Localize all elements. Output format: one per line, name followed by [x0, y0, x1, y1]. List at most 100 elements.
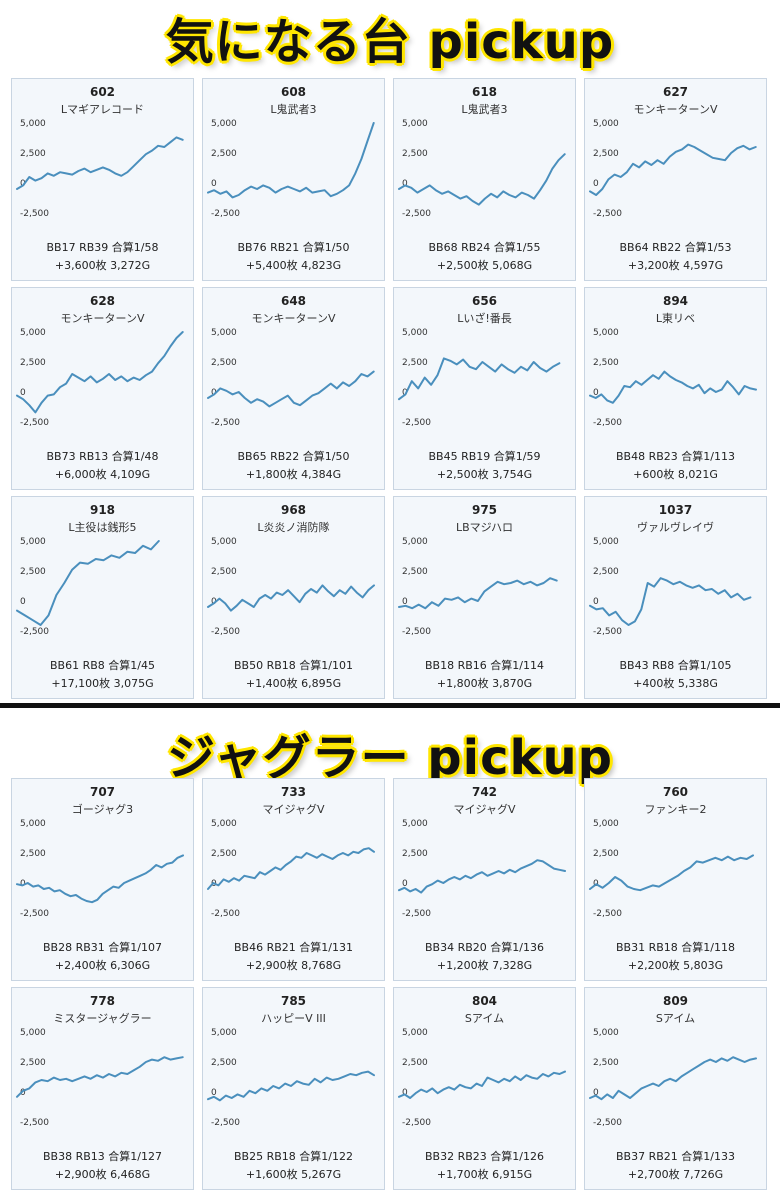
machine-card: 608 L鬼武者3 5,000 2,500 0 -2,500 BB76 RB21 合算1/5… [202, 78, 385, 281]
y-tick-label: 0 [593, 179, 599, 189]
difference-games: +1,200枚 7,328G [436, 959, 533, 972]
y-tick-label: 2,500 [211, 1058, 237, 1068]
machine-number: 760 [662, 785, 689, 799]
machine-name: L主役は銭形5 [68, 521, 137, 534]
machine-number: 707 [89, 785, 116, 799]
difference-games: +400枚 5,338G [633, 677, 718, 690]
slump-chart: 5,000 2,500 0 -2,500 [398, 119, 566, 219]
y-tick-label: 0 [402, 597, 408, 607]
machine-number: 618 [471, 85, 498, 99]
machine-card: 733 マイジャグV 5,000 2,500 0 -2,500 BB46 RB21 合算1/… [202, 778, 385, 981]
slump-chart: 5,000 2,500 0 -2,500 [16, 537, 160, 637]
bonus-stats: BB32 RB23 合算1/126 [425, 1150, 544, 1163]
machine-name: L炎炎ノ消防隊 [257, 521, 330, 534]
difference-games: +1,700枚 6,915G [436, 1168, 533, 1181]
slump-chart: 5,000 2,500 0 -2,500 [16, 1028, 184, 1128]
slump-chart: 5,000 2,500 0 -2,500 [16, 328, 184, 428]
y-tick-label: 2,500 [402, 567, 428, 577]
machine-number: 968 [280, 503, 307, 517]
bonus-stats: BB18 RB16 合算1/114 [425, 659, 544, 672]
machine-number: 608 [280, 85, 307, 99]
y-tick-label: 5,000 [20, 328, 46, 338]
y-tick-label: 5,000 [211, 1028, 237, 1038]
y-tick-label: -2,500 [20, 1118, 49, 1128]
y-tick-label: 5,000 [402, 119, 428, 129]
y-tick-label: 5,000 [593, 537, 619, 547]
y-tick-label: -2,500 [20, 209, 49, 219]
y-tick-label: 2,500 [20, 567, 46, 577]
machine-number: 918 [89, 503, 116, 517]
machine-name: ファンキー2 [644, 803, 707, 816]
slump-line [16, 854, 184, 904]
slump-line [207, 370, 375, 408]
machine-name: モンキーターンV [60, 312, 145, 325]
bonus-stats: BB34 RB20 合算1/136 [425, 941, 544, 954]
machine-card: 760 ファンキー2 5,000 2,500 0 -2,500 BB31 RB18 合算1/… [584, 778, 767, 981]
slump-chart: 5,000 2,500 0 -2,500 [16, 819, 184, 919]
y-tick-label: 0 [20, 388, 26, 398]
slump-chart: 5,000 2,500 0 -2,500 [207, 1028, 375, 1128]
bonus-stats: BB50 RB18 合算1/101 [234, 659, 353, 672]
machine-card: 1037 ヴァルヴレイヴ 5,000 2,500 0 -2,500 BB43 RB8 合算1… [584, 496, 767, 699]
y-tick-label: 2,500 [20, 1058, 46, 1068]
machine-name: Lマギアレコード [60, 103, 145, 116]
y-tick-label: 0 [593, 597, 599, 607]
y-tick-label: 5,000 [593, 1028, 619, 1038]
machine-number: 627 [662, 85, 689, 99]
difference-games: +17,100枚 3,075G [51, 677, 154, 690]
y-tick-label: 0 [402, 879, 408, 889]
y-tick-label: 2,500 [402, 849, 428, 859]
y-tick-label: -2,500 [402, 1118, 431, 1128]
machine-number: 656 [471, 294, 498, 308]
bonus-stats: BB48 RB23 合算1/113 [616, 450, 735, 463]
slump-line [207, 122, 375, 199]
y-tick-label: 2,500 [20, 149, 46, 159]
difference-games: +2,900枚 8,768G [245, 959, 342, 972]
machine-number: 894 [662, 294, 689, 308]
machine-grid-juggler: 707 ゴージャグ3 5,000 2,500 0 -2,500 BB28 RB31 合算1/… [11, 778, 775, 1190]
y-tick-label: 5,000 [402, 1028, 428, 1038]
bonus-stats: BB46 RB21 合算1/131 [234, 941, 353, 954]
slump-chart: 5,000 2,500 0 -2,500 [398, 537, 558, 637]
y-tick-label: -2,500 [593, 1118, 622, 1128]
y-tick-label: -2,500 [211, 627, 240, 637]
slump-line [589, 854, 754, 892]
y-tick-label: 5,000 [593, 819, 619, 829]
machine-card: 894 L東リベ 5,000 2,500 0 -2,500 BB48 RB23 合算1/11… [584, 287, 767, 490]
machine-name: L鬼武者3 [270, 103, 317, 116]
machine-number: 1037 [658, 503, 693, 517]
machine-number: 778 [89, 994, 116, 1008]
slump-chart: 5,000 2,500 0 -2,500 [207, 119, 375, 219]
slump-chart: 5,000 2,500 0 -2,500 [589, 1028, 757, 1128]
y-tick-label: 0 [402, 179, 408, 189]
machine-name: マイジャグV [453, 803, 516, 816]
bonus-stats: BB38 RB13 合算1/127 [43, 1150, 162, 1163]
bonus-stats: BB61 RB8 合算1/45 [50, 659, 155, 672]
bonus-stats: BB37 RB21 合算1/133 [616, 1150, 735, 1163]
y-tick-label: 2,500 [402, 358, 428, 368]
machine-number: 742 [471, 785, 498, 799]
difference-games: +2,200枚 5,803G [627, 959, 724, 972]
machine-name: ハッピーV III [261, 1012, 326, 1025]
y-tick-label: 5,000 [211, 328, 237, 338]
y-tick-label: -2,500 [211, 209, 240, 219]
y-tick-label: 5,000 [402, 819, 428, 829]
slump-line [398, 577, 558, 610]
difference-games: +6,000枚 4,109G [54, 468, 151, 481]
difference-games: +600枚 8,021G [633, 468, 718, 481]
machine-name: マイジャグV [262, 803, 325, 816]
difference-games: +3,600枚 3,272G [54, 259, 151, 272]
difference-games: +2,700枚 7,726G [627, 1168, 724, 1181]
machine-name: LBマジハロ [455, 521, 513, 534]
y-tick-label: -2,500 [593, 909, 622, 919]
slump-chart: 5,000 2,500 0 -2,500 [398, 819, 566, 919]
machine-card: 648 モンキーターンV 5,000 2,500 0 -2,500 BB65 RB22 合算… [202, 287, 385, 490]
machine-number: 733 [280, 785, 307, 799]
machine-number: 975 [471, 503, 498, 517]
machine-card: 742 マイジャグV 5,000 2,500 0 -2,500 BB34 RB20 合算1/… [393, 778, 576, 981]
y-tick-label: 5,000 [402, 537, 428, 547]
machine-card: 656 Lいざ!番長 5,000 2,500 0 -2,500 BB45 RB19 合算1/… [393, 287, 576, 490]
slump-chart: 5,000 2,500 0 -2,500 [398, 1028, 566, 1128]
y-tick-label: 5,000 [593, 328, 619, 338]
bonus-stats: BB43 RB8 合算1/105 [619, 659, 732, 672]
